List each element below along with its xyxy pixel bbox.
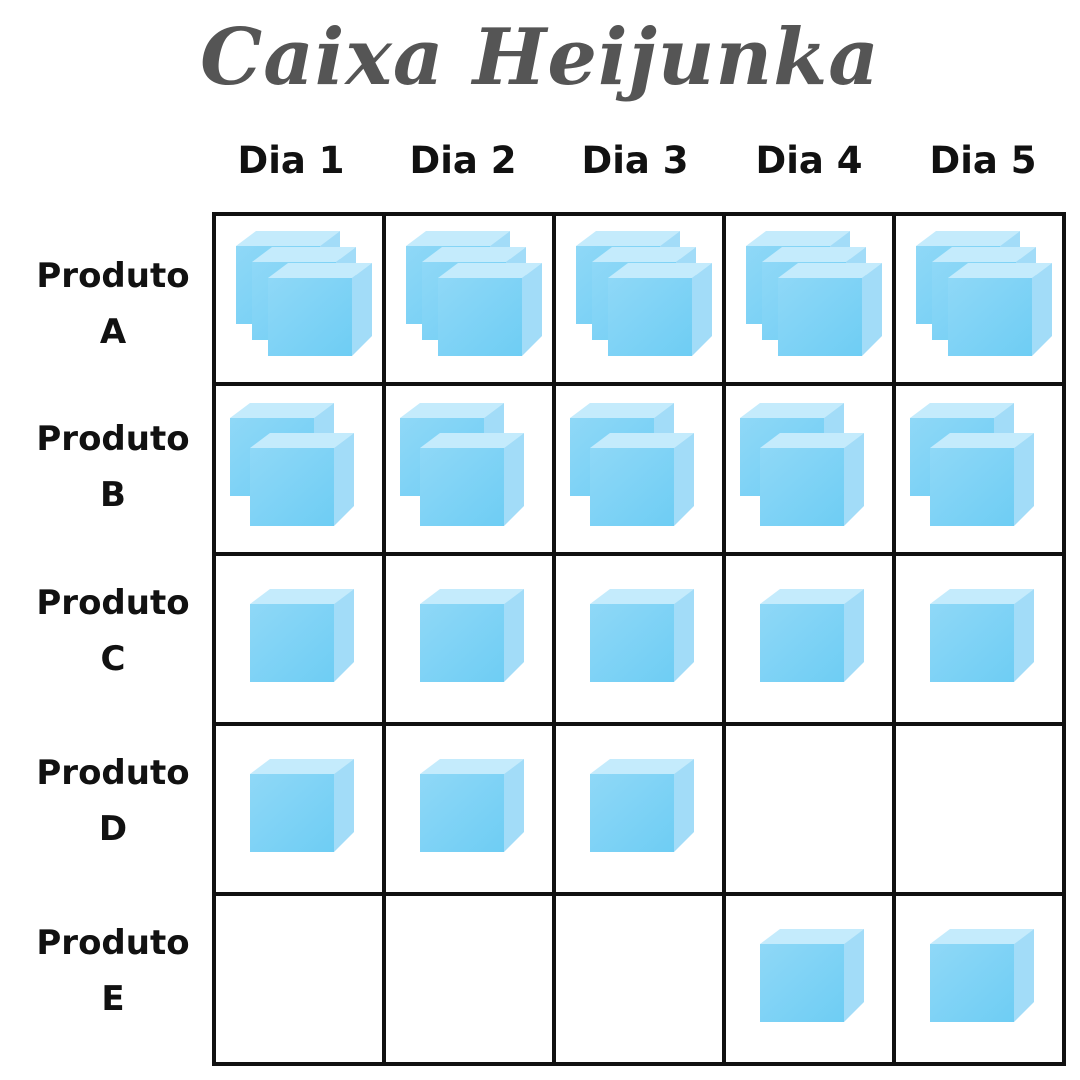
- grid-row: [212, 892, 1066, 1066]
- cube-icon: [590, 759, 694, 852]
- day-header-5: Dia 5: [929, 139, 1037, 182]
- cube-icon: [930, 433, 1034, 526]
- grid-cell: [382, 552, 556, 726]
- grid-cell: [212, 382, 386, 556]
- cube-icon: [438, 263, 542, 356]
- cube-stack: [400, 403, 524, 526]
- heijunka-grid: [212, 212, 1066, 1066]
- cube-icon: [590, 589, 694, 682]
- row-label-d-line2: D: [98, 809, 128, 849]
- day-header-4: Dia 4: [755, 139, 863, 182]
- cube-icon: [268, 263, 372, 356]
- cube-stack: [570, 403, 694, 526]
- cube-stack: [590, 759, 694, 852]
- day-header-2: Dia 2: [409, 139, 517, 182]
- day-header-3: Dia 3: [581, 139, 689, 182]
- cube-icon: [760, 929, 864, 1022]
- grid-cell: [722, 722, 896, 896]
- row-label-b-line1: Produto: [36, 419, 190, 459]
- grid-row: [212, 382, 1066, 556]
- grid-cell: [382, 892, 556, 1066]
- grid-cell: [382, 382, 556, 556]
- grid-cell: [382, 212, 556, 386]
- grid-cell: [892, 892, 1066, 1066]
- grid-cell: [382, 722, 556, 896]
- row-label-c-line1: Produto: [36, 583, 190, 623]
- grid-cell: [552, 722, 726, 896]
- grid-cell: [722, 552, 896, 726]
- cube-icon: [420, 589, 524, 682]
- row-label-a-line2: A: [99, 312, 127, 352]
- cube-stack: [250, 589, 354, 682]
- grid-cell: [552, 892, 726, 1066]
- grid-row: [212, 552, 1066, 726]
- cube-icon: [608, 263, 712, 356]
- cube-stack: [740, 403, 864, 526]
- cube-icon: [930, 929, 1034, 1022]
- cube-icon: [250, 759, 354, 852]
- cube-stack: [420, 759, 524, 852]
- cube-stack: [760, 589, 864, 682]
- cube-stack: [420, 589, 524, 682]
- cube-stack: [930, 929, 1034, 1022]
- grid-cell: [212, 722, 386, 896]
- cube-stack: [250, 759, 354, 852]
- cube-icon: [250, 433, 354, 526]
- cube-icon: [778, 263, 882, 356]
- grid-cell: [212, 552, 386, 726]
- row-label-b: Produto B: [18, 411, 208, 523]
- row-label-b-line2: B: [100, 475, 126, 515]
- row-label-d-line1: Produto: [36, 753, 190, 793]
- grid-cell: [552, 552, 726, 726]
- cube-stack: [236, 231, 372, 356]
- cube-icon: [760, 433, 864, 526]
- grid-cell: [552, 382, 726, 556]
- grid-cell: [212, 212, 386, 386]
- cube-stack: [916, 231, 1052, 356]
- cube-stack: [910, 403, 1034, 526]
- cube-icon: [760, 589, 864, 682]
- cube-icon: [948, 263, 1052, 356]
- cube-icon: [930, 589, 1034, 682]
- row-label-a: Produto A: [18, 248, 208, 360]
- cube-stack: [230, 403, 354, 526]
- cube-icon: [420, 433, 524, 526]
- grid-cell: [722, 382, 896, 556]
- grid-row: [212, 722, 1066, 896]
- row-label-c: Produto C: [18, 575, 208, 687]
- grid-cell: [892, 552, 1066, 726]
- row-label-a-line1: Produto: [36, 256, 190, 296]
- day-header-1: Dia 1: [237, 139, 345, 182]
- row-label-e-line2: E: [101, 979, 125, 1019]
- cube-stack: [760, 929, 864, 1022]
- row-label-d: Produto D: [18, 745, 208, 857]
- cube-stack: [746, 231, 882, 356]
- page-title: Caixa Heijunka: [200, 12, 880, 103]
- row-label-c-line2: C: [100, 639, 126, 679]
- cube-stack: [930, 589, 1034, 682]
- grid-cell: [892, 722, 1066, 896]
- cube-icon: [420, 759, 524, 852]
- grid-cell: [552, 212, 726, 386]
- cube-icon: [250, 589, 354, 682]
- grid-cell: [722, 212, 896, 386]
- grid-cell: [892, 212, 1066, 386]
- cube-stack: [406, 231, 542, 356]
- row-label-e-line1: Produto: [36, 923, 190, 963]
- grid-cell: [892, 382, 1066, 556]
- row-label-e: Produto E: [18, 915, 208, 1027]
- grid-cell: [722, 892, 896, 1066]
- cube-icon: [590, 433, 694, 526]
- grid-row: [212, 212, 1066, 386]
- cube-stack: [590, 589, 694, 682]
- cube-stack: [576, 231, 712, 356]
- grid-cell: [212, 892, 386, 1066]
